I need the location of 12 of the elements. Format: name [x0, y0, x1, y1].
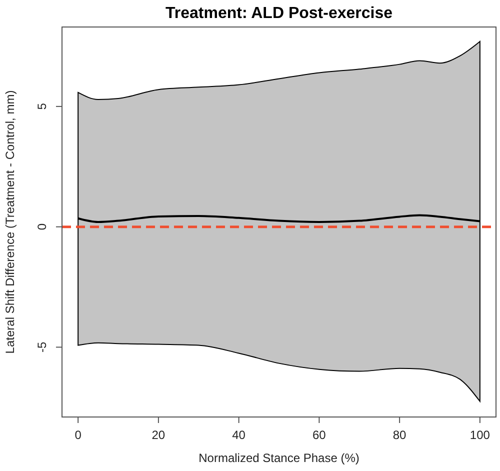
x-tick-label: 20: [152, 428, 166, 442]
y-tick-label: 5: [35, 102, 49, 110]
y-tick-label: -5: [35, 342, 49, 353]
x-tick-label: 40: [232, 428, 246, 442]
x-tick-label: 100: [470, 428, 490, 442]
x-tick-label: 80: [392, 428, 407, 442]
x-axis-title: Normalized Stance Phase (%): [198, 451, 360, 465]
chart-title: Treatment: ALD Post-exercise: [165, 5, 393, 22]
y-axis-title: Lateral Shift Difference (Treatment - Control, mm): [3, 90, 17, 354]
y-tick-label: 0: [35, 223, 49, 230]
x-tick-label: 60: [312, 428, 326, 442]
x-tick-label: 0: [74, 428, 82, 442]
